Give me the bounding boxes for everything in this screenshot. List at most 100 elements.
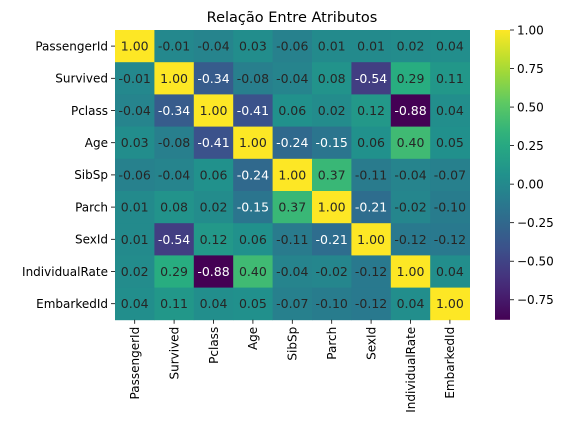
cell-value-label: -0.10 — [316, 296, 348, 311]
cell-value-label: 1.00 — [318, 200, 346, 215]
cell-value-label: -0.02 — [316, 264, 348, 279]
cell-value-label: 0.04 — [397, 296, 425, 311]
cell-value-label: -0.04 — [276, 264, 308, 279]
cell-value-label: 0.04 — [436, 39, 464, 54]
x-tick-label: SexId — [364, 327, 378, 360]
cell-value-label: 1.00 — [397, 264, 425, 279]
cell-value-label: 0.11 — [160, 296, 188, 311]
x-tick-label: Age — [246, 327, 260, 350]
cell-value-label: 0.06 — [278, 103, 306, 118]
heatmap-cells: 1.00 -0.01 -0.04 0.03 -0.06 0.01 0.01 0.02 0.04-… — [115, 30, 470, 320]
cell-value-label: 0.04 — [121, 296, 149, 311]
colorbar-tick-label: −0.75 — [517, 293, 554, 307]
cell-value-label: -0.41 — [237, 103, 269, 118]
x-tick-label: SibSp — [286, 327, 300, 361]
colorbar-tick-label: 0.75 — [517, 62, 544, 76]
cell-value-label: 0.29 — [160, 264, 188, 279]
cell-value-label: 0.02 — [318, 103, 346, 118]
cell-value-label: 0.04 — [436, 264, 464, 279]
cell-value-label: -0.07 — [434, 167, 466, 182]
cell-value-label: 0.37 — [278, 200, 306, 215]
y-tick-label: SexId — [75, 233, 108, 247]
cell-value-label: 1.00 — [278, 167, 306, 182]
cell-value-label: -0.34 — [197, 71, 229, 86]
y-tick-label: IndividualRate — [22, 265, 108, 279]
cell-value-label: 1.00 — [239, 135, 267, 150]
colorbar-gradient — [495, 30, 510, 320]
cell-value-label: -0.12 — [355, 264, 387, 279]
cell-value-label: -0.12 — [434, 232, 466, 247]
cell-value-label: 0.40 — [239, 264, 267, 279]
cell-value-label: 0.02 — [121, 264, 149, 279]
cell-value-label: -0.11 — [355, 167, 387, 182]
cell-value-label: -0.12 — [394, 232, 426, 247]
y-tick-label: Parch — [75, 200, 108, 214]
cell-value-label: -0.12 — [355, 296, 387, 311]
y-tick-label: EmbarkedId — [36, 297, 108, 311]
cell-value-label: 1.00 — [436, 296, 464, 311]
cell-value-label: 0.03 — [121, 135, 149, 150]
cell-value-label: 0.12 — [357, 103, 385, 118]
cell-value-label: 0.02 — [397, 39, 425, 54]
cell-value-label: 0.04 — [436, 103, 464, 118]
cell-value-label: 0.01 — [121, 200, 149, 215]
x-tick-label: Survived — [167, 327, 181, 380]
cell-value-label: -0.11 — [276, 232, 308, 247]
cell-value-label: -0.04 — [197, 39, 229, 54]
cell-value-label: -0.24 — [237, 167, 269, 182]
cell-value-label: 1.00 — [200, 103, 228, 118]
cell-value-label: 0.04 — [200, 296, 228, 311]
cell-value-label: -0.02 — [394, 200, 426, 215]
cell-value-label: -0.01 — [158, 39, 190, 54]
cell-value-label: -0.34 — [158, 103, 190, 118]
cell-value-label: 0.06 — [200, 167, 228, 182]
cell-value-label: -0.15 — [316, 135, 348, 150]
y-tick-label: Pclass — [71, 104, 108, 118]
cell-value-label: -0.04 — [119, 103, 151, 118]
cell-value-label: -0.06 — [276, 39, 308, 54]
cell-value-label: 0.06 — [357, 135, 385, 150]
x-tick-label: IndividualRate — [404, 327, 418, 413]
cell-value-label: -0.08 — [237, 71, 269, 86]
cell-value-label: 0.02 — [200, 200, 228, 215]
cell-value-label: -0.10 — [434, 200, 466, 215]
cell-value-label: -0.21 — [355, 200, 387, 215]
cell-value-label: 0.08 — [160, 200, 188, 215]
cell-value-label: -0.88 — [394, 103, 426, 118]
x-tick-label: Pclass — [207, 327, 221, 364]
cell-value-label: 0.37 — [318, 167, 346, 182]
cell-value-label: 0.29 — [397, 71, 425, 86]
cell-value-label: -0.21 — [316, 232, 348, 247]
cell-value-label: -0.04 — [276, 71, 308, 86]
colorbar-tick-label: 0.25 — [517, 139, 544, 153]
cell-value-label: 1.00 — [357, 232, 385, 247]
y-tick-label: PassengerId — [35, 39, 108, 53]
y-axis-ticks: PassengerIdSurvivedPclassAgeSibSpParchSe… — [22, 39, 115, 311]
x-tick-label: EmbarkedId — [443, 327, 457, 399]
x-axis-ticks: PassengerId Survived Pclass Age SibSp Parch Se… — [128, 320, 457, 413]
cell-value-label: -0.24 — [276, 135, 308, 150]
y-tick-label: SibSp — [74, 168, 108, 182]
x-tick-label: PassengerId — [128, 327, 142, 400]
colorbar-tick-label: 0.00 — [517, 177, 544, 191]
cell-value-label: -0.41 — [197, 135, 229, 150]
cell-value-label: 0.40 — [397, 135, 425, 150]
cell-value-label: 1.00 — [121, 39, 149, 54]
cell-value-label: 0.01 — [318, 39, 346, 54]
colorbar-tick-label: 1.00 — [517, 23, 544, 37]
cell-value-label: 1.00 — [160, 71, 188, 86]
cell-value-label: 0.03 — [239, 39, 267, 54]
x-tick-label: Parch — [325, 327, 339, 360]
cell-value-label: -0.01 — [119, 71, 151, 86]
cell-value-label: -0.54 — [355, 71, 387, 86]
cell-value-label: -0.07 — [276, 296, 308, 311]
chart-title: Relação Entre Atributos — [207, 10, 378, 26]
cell-value-label: 0.12 — [200, 232, 228, 247]
colorbar-tick-label: 0.50 — [517, 100, 544, 114]
cell-value-label: -0.06 — [119, 167, 151, 182]
cell-value-label: -0.54 — [158, 232, 190, 247]
colorbar: −0.75 −0.50 −0.25 0.00 0.25 0.50 0.75 1.00 — [495, 23, 554, 320]
cell-value-label: -0.04 — [158, 167, 190, 182]
y-tick-label: Age — [85, 136, 108, 150]
